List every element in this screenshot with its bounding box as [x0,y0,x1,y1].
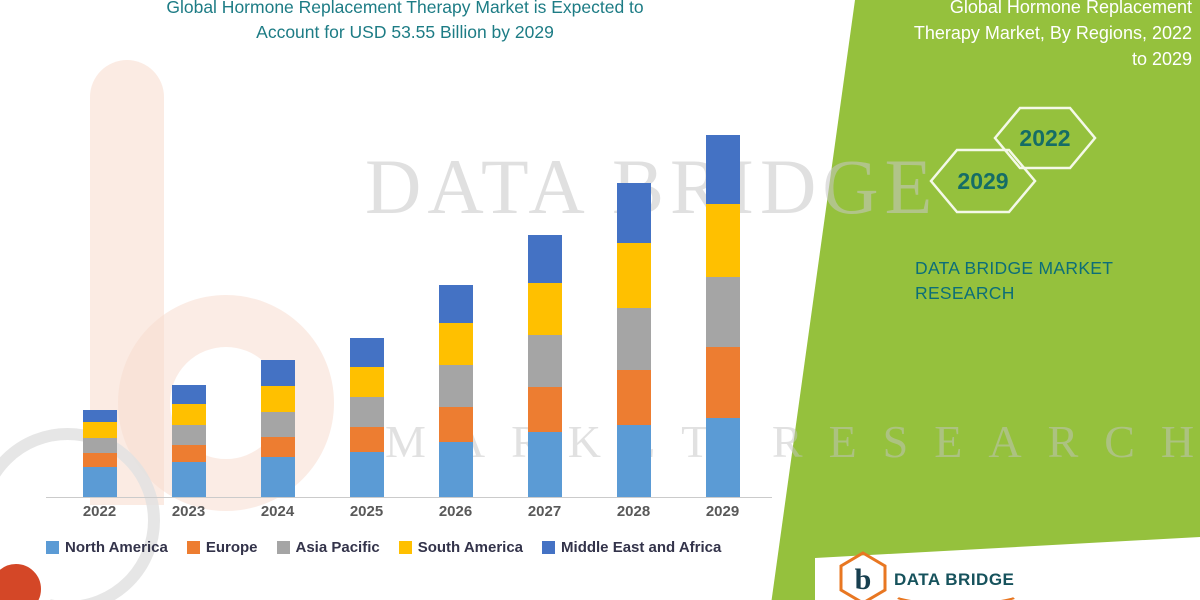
segment-north-america [82,467,117,497]
bar-2024 [233,135,322,497]
hexagon-2029-icon [929,148,1037,214]
bar-2029 [678,135,767,497]
segment-middle-east-and-africa [705,135,740,205]
segment-north-america [349,451,384,497]
panel-title-line1: Global Hormone Replacement [949,0,1192,17]
legend-item-middle-east-and-africa: Middle East and Africa [542,539,721,556]
segment-north-america [438,442,473,497]
segment-north-america [616,424,651,498]
bar-2022 [55,135,144,497]
segment-europe [260,436,295,458]
segment-asia-pacific [260,411,295,437]
segment-europe [349,426,384,452]
segment-europe [616,369,651,425]
legend-swatch-icon [46,541,59,554]
x-label-2027: 2027 [527,503,562,520]
chart-legend: North America Europe Asia Pacific South Ame… [46,539,721,556]
legend-label: Middle East and Africa [561,539,722,556]
logo-letter: b [855,563,872,596]
x-label-2025: 2025 [349,503,384,520]
x-axis-line [46,497,772,498]
segment-middle-east-and-africa [349,337,384,368]
legend-swatch-icon [398,541,412,554]
chart-title: Global Hormone Replacement Therapy Marke… [20,0,790,45]
segment-asia-pacific [171,424,206,445]
bar-2025 [322,135,411,497]
segment-middle-east-and-africa [527,235,562,283]
hex-year-2022: 2022 [1019,125,1070,151]
legend-label: South America [417,539,524,556]
segment-asia-pacific [82,438,117,454]
x-label-2029: 2029 [705,503,740,520]
panel-brand-text: DATA BRIDGE MARKET RESEARCH [915,256,1113,306]
segment-asia-pacific [616,307,651,370]
segment-middle-east-and-africa [82,409,117,422]
legend-swatch-icon [542,541,556,554]
segment-europe [82,453,117,468]
segment-south-america [616,243,651,308]
segment-asia-pacific [438,365,473,408]
segment-asia-pacific [527,334,562,387]
bar-2023 [144,135,233,497]
segment-south-america [82,421,117,439]
segment-europe [438,407,473,443]
legend-label: Europe [205,539,258,556]
legend-item-europe: Europe [186,539,258,556]
segment-north-america [527,432,562,497]
bar-2027 [500,135,589,497]
legend-label: Asia Pacific [295,539,380,556]
legend-item-south-america: South America [398,539,524,556]
segment-north-america [705,417,740,497]
segment-south-america [171,403,206,425]
segment-south-america [260,386,295,412]
x-label-2022: 2022 [82,503,117,520]
legend-item-north-america: North America [46,539,168,556]
panel-title-line2: Therapy Market, By Regions, 2022 [913,23,1192,43]
watermark-research-text: MARKET RESEARCH [385,416,1200,467]
segment-asia-pacific [705,276,740,347]
segment-north-america [171,461,206,497]
stacked-bar-plot [55,135,767,498]
segment-europe [705,346,740,418]
logo-swoosh-icon [890,580,1022,600]
x-label-2023: 2023 [171,503,206,520]
year-hexagons: 2022 2029 [929,106,1097,214]
segment-south-america [705,204,740,277]
legend-item-asia-pacific: Asia Pacific [276,539,380,556]
segment-middle-east-and-africa [616,183,651,244]
legend-swatch-icon [186,541,200,554]
panel-title-line3: to 2029 [1131,49,1192,69]
segment-europe [527,386,562,433]
panel-title: Global Hormone Replacement Therapy Marke… [847,0,1192,72]
chart-title-line1: Global Hormone Replacement Therapy Marke… [166,0,644,17]
segment-middle-east-and-africa [438,285,473,324]
hexagon-2022-icon [993,106,1097,170]
bar-2026 [411,135,500,497]
bar-2028 [589,135,678,498]
x-axis-labels: 2022 2023 2024 2025 2026 2027 2028 2029 [55,503,767,520]
x-label-2026: 2026 [438,503,473,520]
segment-south-america [349,367,384,397]
segment-south-america [438,323,473,366]
segment-middle-east-and-africa [260,360,295,387]
chart-title-line2: Account for USD 53.55 Billion by 2029 [256,22,554,42]
databridge-hexagon-logo-icon: b [839,551,887,600]
panel-brand-line2: RESEARCH [915,283,1015,303]
hex-year-2029: 2029 [957,168,1008,194]
legend-swatch-icon [276,541,290,554]
segment-asia-pacific [349,396,384,427]
x-label-2024: 2024 [260,503,295,520]
legend-label: North America [65,539,168,556]
segment-south-america [527,282,562,335]
segment-europe [171,444,206,462]
x-label-2028: 2028 [616,503,651,520]
segment-north-america [260,457,295,497]
panel-brand-line1: DATA BRIDGE MARKET [915,258,1114,278]
segment-middle-east-and-africa [171,384,206,404]
